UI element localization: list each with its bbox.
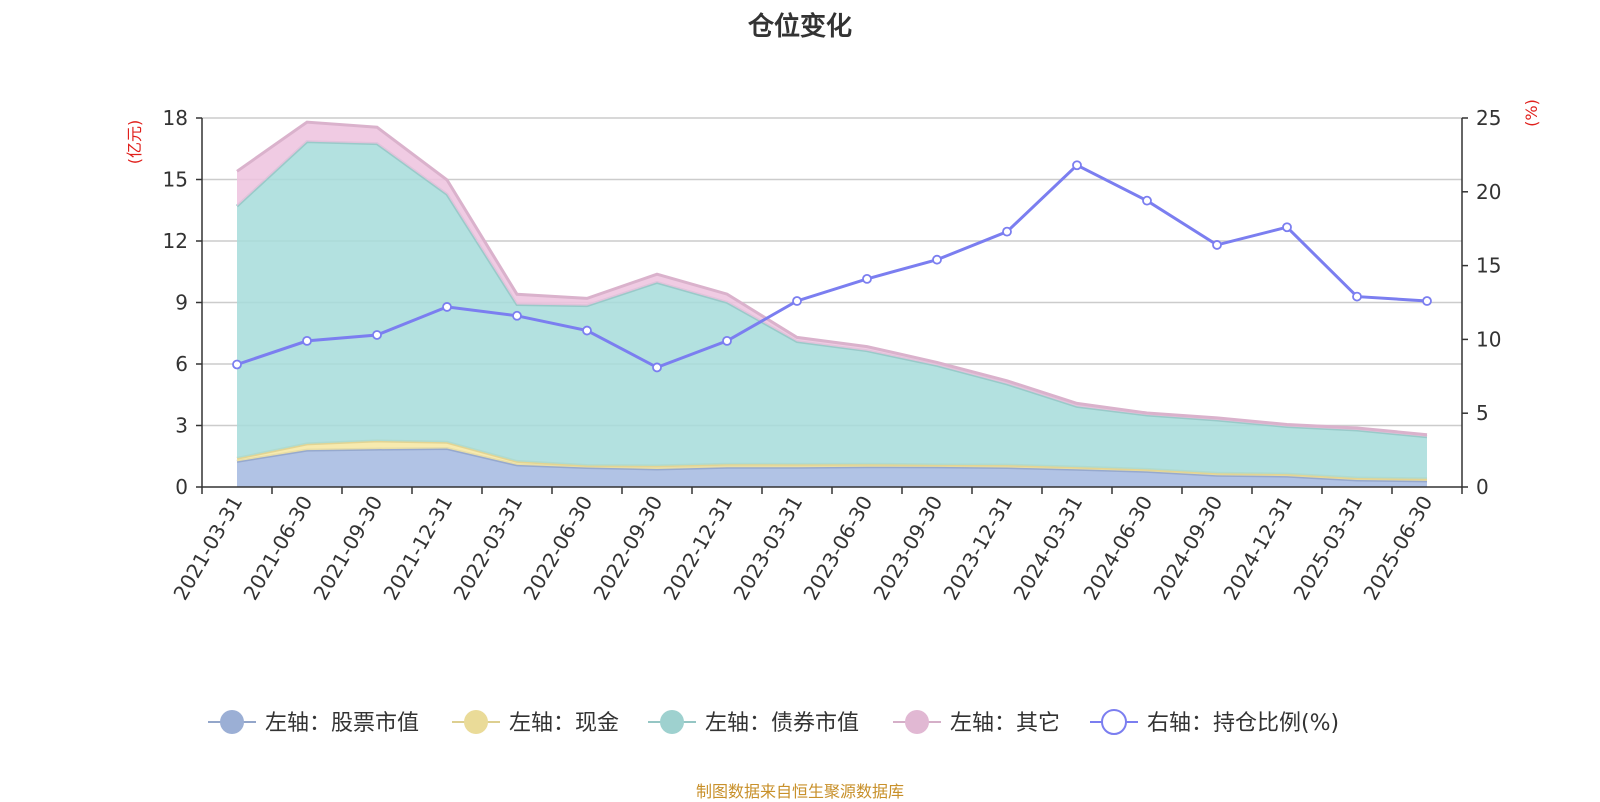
x-axis-tick-label: 2025-06-30 — [1358, 492, 1437, 605]
right-axis-tick-label: 5 — [1476, 401, 1489, 425]
legend-marker-circle — [464, 710, 488, 734]
x-axis-tick-label: 2024-03-31 — [1008, 492, 1087, 605]
x-axis-tick-label: 2021-03-31 — [168, 492, 247, 605]
x-axis-tick-label: 2022-09-30 — [588, 492, 667, 605]
right-axis-tick-label: 10 — [1476, 327, 1501, 351]
ratio-point — [582, 325, 592, 336]
x-axis-tick-label: 2023-06-30 — [798, 492, 877, 605]
ratio-point — [792, 296, 802, 306]
left-axis-tick-label: 15 — [163, 168, 188, 192]
x-axis-tick-label: 2025-03-31 — [1288, 492, 1367, 605]
left-axis-tick-label: 6 — [175, 352, 188, 376]
right-axis-tick-label: 25 — [1476, 106, 1501, 130]
legend-marker-circle — [660, 710, 684, 734]
left-axis-tick-label: 18 — [163, 106, 188, 130]
ratio-point — [652, 362, 662, 373]
ratio-point — [1282, 222, 1292, 233]
legend-marker-circle — [1101, 709, 1127, 735]
legend-label: 左轴：现金 — [509, 711, 619, 736]
ratio-point — [512, 310, 522, 321]
ratio-point — [1142, 195, 1152, 206]
x-axis-tick-label: 2024-12-31 — [1218, 492, 1297, 605]
x-axis-tick-label: 2024-09-30 — [1148, 492, 1227, 605]
right-axis-tick-label: 20 — [1476, 180, 1501, 204]
x-axis-tick-label: 2022-06-30 — [518, 492, 597, 605]
ratio-point — [302, 335, 312, 346]
ratio-point — [932, 254, 942, 265]
ratio-point — [1352, 291, 1362, 302]
right-axis-tick-label: 15 — [1476, 254, 1501, 278]
x-axis-tick-label: 2022-03-31 — [448, 492, 527, 605]
x-axis-tick-label: 2021-06-30 — [238, 492, 317, 605]
ratio-line — [232, 160, 1432, 373]
legend-label: 左轴：其它 — [950, 711, 1060, 736]
x-axis-tick-label: 2022-12-31 — [658, 492, 737, 605]
legend-label: 左轴：债券市值 — [705, 711, 859, 736]
stacked-areas — [235, 120, 1428, 487]
legend-marker-circle — [905, 710, 929, 734]
legend-marker-circle — [220, 710, 244, 734]
ratio-point — [722, 335, 732, 346]
ratio-point — [232, 359, 242, 370]
area-edge-左轴：其它 — [236, 120, 1428, 437]
x-axis-tick-label: 2021-12-31 — [378, 492, 457, 605]
ratio-point — [1072, 160, 1082, 171]
ratio-line-path — [236, 163, 1428, 370]
ratio-point — [862, 273, 872, 284]
x-axis-tick-label: 2023-12-31 — [938, 492, 1017, 605]
right-axis-tick-label: 0 — [1476, 475, 1489, 499]
left-axis-unit: (亿元) — [125, 120, 144, 165]
x-axis-tick-label: 2023-03-31 — [728, 492, 807, 605]
legend-label: 左轴：股票市值 — [265, 711, 419, 736]
legend-label: 右轴：持仓比例(%) — [1147, 711, 1339, 736]
right-axis-unit: (%) — [1522, 99, 1541, 127]
x-axis-tick-label: 2023-09-30 — [868, 492, 947, 605]
ratio-point — [1002, 226, 1012, 237]
left-axis-tick-label: 9 — [175, 291, 188, 315]
ratio-point — [372, 330, 382, 340]
area-左轴：现金 — [237, 440, 1427, 481]
left-axis-tick-label: 0 — [175, 475, 188, 499]
ratio-point — [442, 302, 452, 312]
left-axis-tick-label: 12 — [163, 229, 188, 253]
left-axis-tick-label: 3 — [175, 414, 188, 438]
ratio-point — [1422, 296, 1432, 306]
legend: 左轴：股票市值 左轴：现金 左轴：债券市值 左轴：其它 右轴：持仓比例(%) — [208, 709, 1339, 736]
chart-title: 仓位变化 — [747, 12, 852, 42]
x-axis-tick-label: 2024-06-30 — [1078, 492, 1157, 605]
area-左轴：债券市值 — [237, 141, 1427, 479]
ratio-point — [1212, 240, 1222, 250]
source-note: 制图数据来自恒生聚源数据库 — [695, 782, 904, 801]
x-axis-tick-label: 2021-09-30 — [308, 492, 387, 605]
